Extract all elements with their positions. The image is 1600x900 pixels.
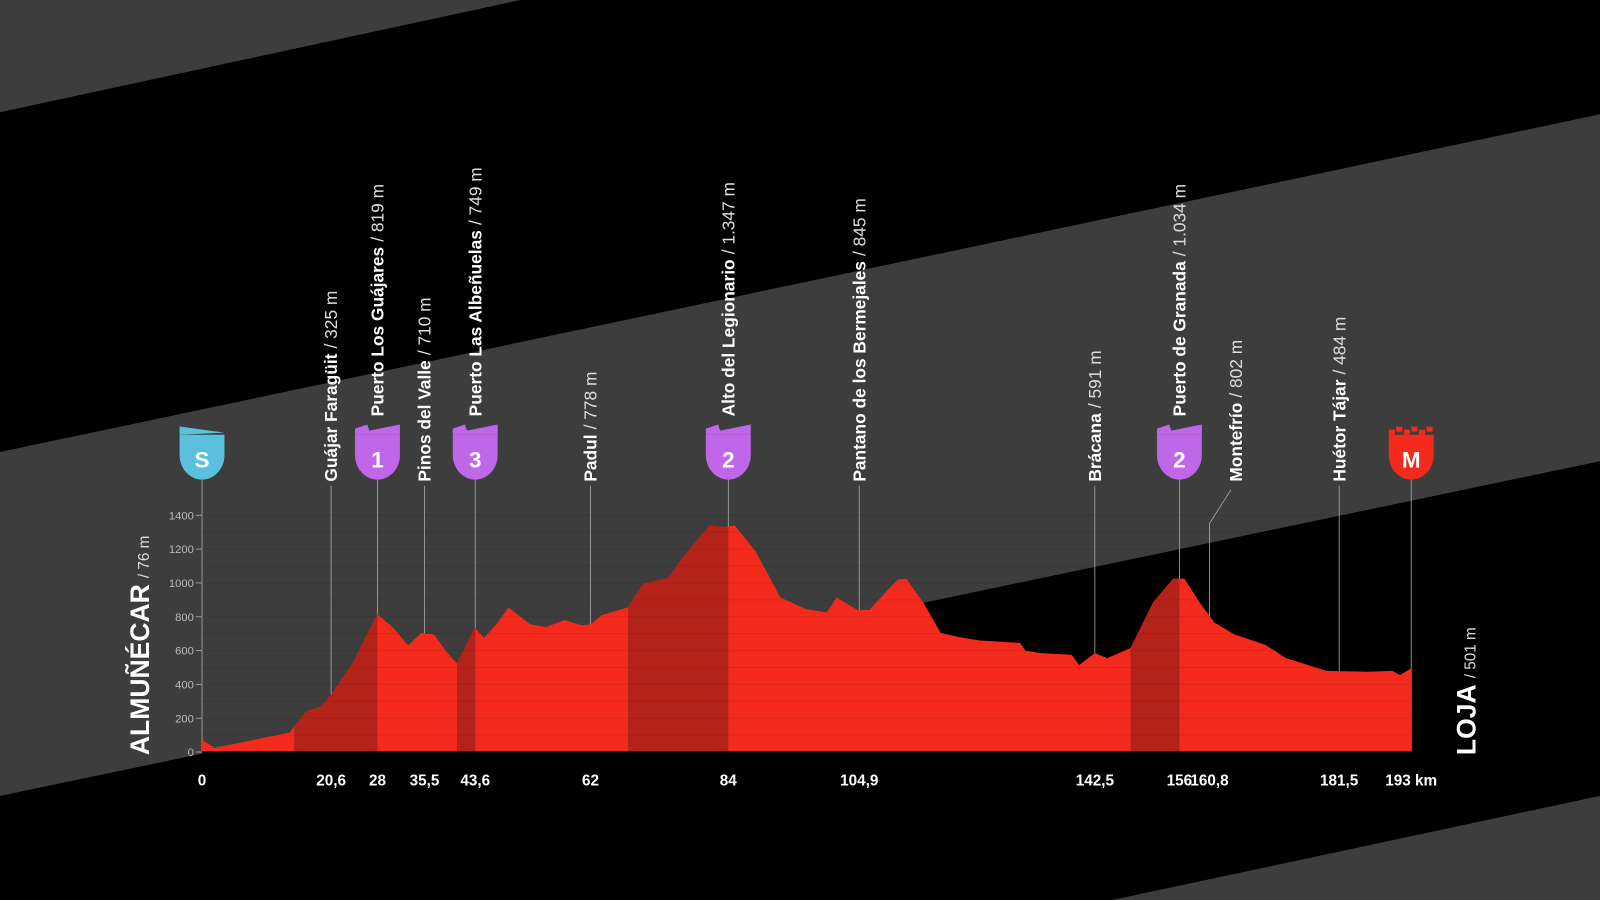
point-name: Padul [581,434,601,481]
point-elevation: / 819 m [368,184,388,242]
point-name: Pantano de los Bermejales [849,261,869,482]
checkered-icon [1411,426,1418,432]
point-elevation: / 778 m [581,372,601,430]
climb-category-badge-text: 2 [722,447,734,472]
checkered-icon [1418,429,1426,435]
point-elevation: / 325 m [321,291,341,349]
y-tick-label: 1000 [169,578,194,590]
point-name: Guájar Faragüit [321,353,341,481]
point-name: Puerto de Granada [1170,261,1190,416]
point-elevation: / 710 m [415,297,435,355]
x-tick-label: 35,5 [410,773,440,790]
climb-category-badge-shield [1156,434,1202,480]
x-tick-label: 160,8 [1190,773,1229,790]
climb-category-badge-shield [452,434,498,480]
y-tick-label: 400 [175,679,194,691]
climb-segment [294,614,378,753]
climb-category-badge-text: 3 [469,447,481,472]
climb-category-badge: 2 [1156,424,1202,480]
checkered-icon [1403,429,1410,435]
finish-city-label: LOJA/ 501 m [1452,627,1482,755]
elevation-profile-area [202,525,1412,753]
point-name: Montefrío [1226,403,1246,482]
start-badge: S [179,426,225,480]
x-tick-label: 84 [720,773,738,790]
climb-category-badge-shield [705,434,751,480]
x-tick-label: 20,6 [316,773,346,790]
point-elevation: / 845 m [849,198,869,256]
climb-category-badge: 1 [355,424,400,480]
point-label: Montefrío / 802 m [1226,340,1246,482]
point-name: Alto del Legionario [718,259,738,416]
x-tick-label: 28 [369,773,387,790]
point-label: Puerto de Granada / 1.034 m [1170,184,1190,416]
band-top-left [0,0,521,113]
point-name: Huétor Tájar [1329,379,1349,481]
point-label: Huétor Tájar / 484 m [1329,317,1349,482]
point-label: Alto del Legionario / 1.347 m [718,182,738,416]
x-tick-label: 43,6 [460,773,490,790]
x-tick-label: 181,5 [1320,773,1359,790]
mountain-crown-icon [355,424,400,435]
point-label: Guájar Faragüit / 325 m [321,291,341,482]
start-badge-text: S [195,447,210,472]
start-flag-icon [179,426,225,435]
climb-segment [457,627,476,753]
x-tick-label: 156 [1167,773,1193,790]
point-name: Puerto Los Guájares [368,247,388,416]
start-badge-shield [179,434,225,480]
start-city-label: ALMUÑÉCAR/ 76 m [125,536,155,756]
point-elevation: / 484 m [1329,317,1349,375]
finish-badge: M [1388,426,1434,480]
point-label: Puerto Los Guájares / 819 m [368,184,388,416]
point-elevation: / 749 m [465,167,485,225]
climb-category-badge-shield [355,434,400,480]
climb-category-badge-text: 1 [371,447,383,472]
point-label: Pantano de los Bermejales / 845 m [849,198,869,481]
band-middle [0,114,1600,796]
y-tick-label: 800 [175,612,194,624]
climb-category-badge: 3 [452,424,498,480]
x-tick-label: 193 km [1385,773,1437,790]
x-tick-label: 0 [198,773,207,790]
climb-segment [628,525,729,753]
y-tick-label: 200 [175,713,194,725]
climb-category-badge: 2 [705,424,751,480]
point-elevation: / 591 m [1085,350,1105,408]
x-tick-label: 142,5 [1076,773,1115,790]
point-name: Puerto Las Albeñuelas [465,230,485,416]
mountain-crown-icon [1156,424,1202,435]
point-name: Pinos del Valle [415,360,435,482]
x-tick-label: 62 [582,773,599,790]
finish-badge-text: M [1402,447,1421,472]
point-label: Padul / 778 m [581,372,601,482]
x-tick-label: 104,9 [840,773,878,790]
checkered-icon [1426,426,1433,432]
mountain-crown-icon [705,424,751,435]
y-tick-label: 1200 [169,544,194,556]
checkered-icon [1396,426,1403,432]
point-label: Brácana / 591 m [1085,350,1105,481]
climb-segment [1130,578,1180,753]
y-tick-label: 600 [175,646,194,658]
climb-category-badge-text: 2 [1173,447,1185,472]
point-name: Brácana [1085,413,1105,482]
point-label: Pinos del Valle / 710 m [415,297,435,481]
y-tick-label: 1400 [169,510,194,522]
finish-badge-shield [1388,434,1434,480]
point-label: Puerto Las Albeñuelas / 749 m [465,167,485,416]
point-elevation: / 1.347 m [718,182,738,254]
mountain-crown-icon [452,424,498,435]
point-elevation: / 802 m [1226,340,1246,398]
y-tick-label: 0 [188,747,194,759]
checkered-icon [1388,429,1395,435]
point-elevation: / 1.034 m [1170,184,1190,256]
